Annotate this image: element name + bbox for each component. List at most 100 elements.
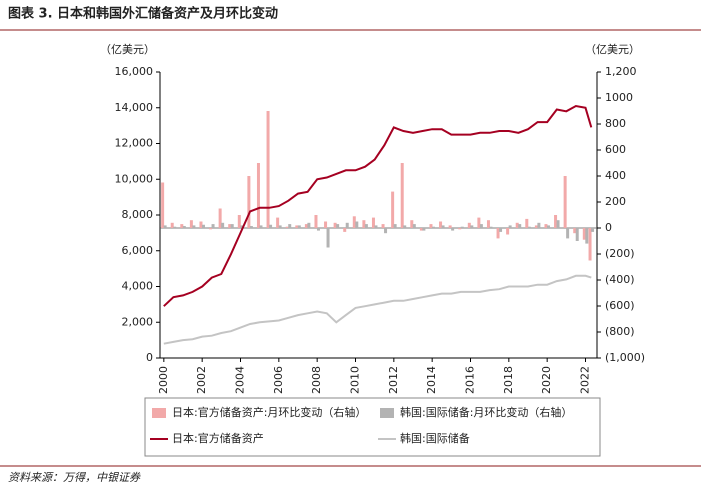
bar bbox=[525, 218, 529, 228]
bar bbox=[228, 224, 232, 228]
y2-tick-label: 400 bbox=[605, 169, 626, 182]
bar bbox=[582, 228, 586, 240]
bar bbox=[422, 228, 426, 231]
bar bbox=[326, 228, 330, 248]
source: 资料来源：万得，中银证券 bbox=[8, 471, 141, 484]
bar bbox=[527, 226, 531, 228]
bar bbox=[575, 228, 579, 241]
legend-box bbox=[144, 397, 601, 457]
y-tick-label: 14,000 bbox=[115, 101, 154, 114]
bar bbox=[384, 228, 388, 234]
bar bbox=[460, 226, 464, 228]
bar bbox=[352, 216, 356, 228]
bar bbox=[496, 228, 500, 239]
y-unit: （亿美元） bbox=[100, 43, 155, 56]
bar bbox=[173, 226, 177, 228]
y2-tick-label: 600 bbox=[605, 143, 626, 156]
chart-title: 图表 3. 日本和韩国外汇储备资产及月环比变动 bbox=[8, 6, 278, 22]
y2-tick-label: (800) bbox=[605, 325, 635, 338]
x-tick-label: 2016 bbox=[464, 366, 477, 394]
bar bbox=[240, 225, 244, 228]
bar bbox=[230, 224, 234, 228]
legend-label: 日本:官方储备资产 bbox=[172, 431, 264, 445]
bar bbox=[345, 222, 349, 228]
x-tick-label: 2008 bbox=[310, 366, 323, 394]
bar bbox=[266, 111, 270, 228]
y2-tick-label: 800 bbox=[605, 117, 626, 130]
y2-tick-label: (400) bbox=[605, 273, 635, 286]
y2-tick-label: (1,000) bbox=[605, 351, 645, 364]
bar bbox=[515, 222, 519, 228]
y2-tick-label: (200) bbox=[605, 247, 635, 260]
bar bbox=[201, 224, 205, 228]
y-tick-label: 12,000 bbox=[115, 137, 154, 150]
bar bbox=[288, 224, 292, 228]
line bbox=[163, 104, 593, 307]
bar bbox=[563, 176, 567, 228]
y-tick-label: 8,000 bbox=[122, 208, 154, 221]
bar bbox=[307, 222, 311, 228]
bar bbox=[161, 182, 165, 228]
x-tick-label: 2022 bbox=[579, 366, 592, 394]
y-tick-label: 2,000 bbox=[122, 315, 154, 328]
x-tick-label: 2012 bbox=[387, 366, 400, 394]
bar bbox=[180, 224, 184, 228]
bar bbox=[448, 225, 452, 228]
bar bbox=[364, 224, 368, 228]
bar bbox=[441, 225, 445, 228]
bar bbox=[182, 226, 186, 228]
bar bbox=[479, 224, 483, 228]
x-tick-label: 2006 bbox=[272, 366, 285, 394]
bar bbox=[381, 224, 385, 228]
bar bbox=[410, 220, 414, 228]
bar bbox=[585, 228, 589, 244]
legend-label: 韩国:国际储备 bbox=[400, 431, 470, 445]
bar bbox=[537, 222, 541, 228]
bar bbox=[467, 222, 471, 228]
bar bbox=[486, 220, 490, 228]
bar bbox=[573, 228, 577, 234]
bar bbox=[393, 224, 397, 228]
bar bbox=[546, 225, 550, 228]
y-tick-label: 16,000 bbox=[115, 65, 154, 78]
bar bbox=[170, 222, 174, 228]
bar bbox=[297, 225, 301, 228]
bar bbox=[259, 225, 263, 228]
bar bbox=[371, 217, 375, 228]
x-tick-label: 2010 bbox=[349, 366, 362, 394]
y2-unit: （亿美元） bbox=[585, 43, 640, 56]
bar bbox=[556, 220, 560, 228]
bar bbox=[499, 228, 503, 232]
y2-tick-label: 1000 bbox=[605, 91, 633, 104]
bar bbox=[314, 215, 318, 228]
bar bbox=[295, 225, 299, 228]
bar bbox=[566, 228, 570, 239]
bar bbox=[355, 221, 359, 228]
bar bbox=[391, 191, 395, 228]
y-tick-label: 4,000 bbox=[122, 280, 154, 293]
bar bbox=[489, 226, 493, 228]
y2-tick-label: 200 bbox=[605, 195, 626, 208]
bar bbox=[591, 228, 595, 232]
bar bbox=[278, 225, 282, 228]
x-tick-label: 2014 bbox=[425, 366, 438, 394]
x-tick-label: 2020 bbox=[540, 366, 553, 394]
bar bbox=[209, 228, 213, 230]
bar bbox=[199, 221, 203, 228]
bar bbox=[336, 224, 340, 228]
y2-tick-label: 0 bbox=[605, 221, 612, 234]
bar bbox=[458, 228, 462, 230]
bar bbox=[237, 215, 241, 228]
bar bbox=[304, 224, 308, 228]
x-tick-label: 2018 bbox=[502, 366, 515, 394]
bar bbox=[439, 221, 443, 228]
bar bbox=[400, 163, 404, 228]
y-tick-label: 6,000 bbox=[122, 244, 154, 257]
bar bbox=[362, 220, 366, 228]
y-tick-label: 10,000 bbox=[115, 172, 154, 185]
bar bbox=[276, 217, 280, 228]
bar bbox=[192, 225, 196, 228]
bar bbox=[374, 225, 378, 228]
bar bbox=[324, 221, 328, 228]
bar bbox=[343, 228, 347, 232]
